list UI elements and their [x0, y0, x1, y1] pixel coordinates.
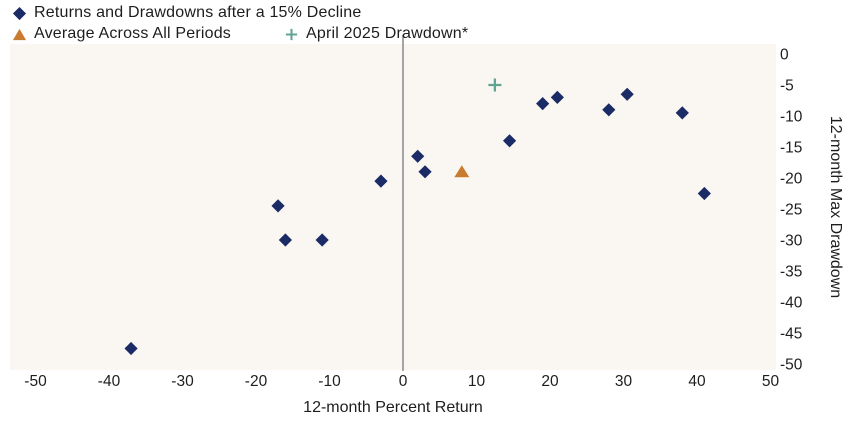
legend-item-returns: Returns and Drawdowns after a 15% Declin… — [12, 3, 361, 23]
data-point-diamond — [278, 233, 292, 247]
y-tick-label: -45 — [780, 326, 802, 343]
data-point-diamond — [536, 97, 550, 111]
legend-label-april-2025: April 2025 Drawdown* — [306, 25, 469, 42]
x-tick-label: 10 — [468, 373, 486, 390]
plus-marker-icon — [285, 28, 298, 40]
y-tick-label: -40 — [780, 295, 803, 312]
y-tick-label: -15 — [780, 140, 802, 157]
y-tick-label: -5 — [780, 78, 794, 95]
data-point-diamond — [550, 90, 564, 104]
x-tick-label: 0 — [399, 373, 408, 390]
y-tick-label: -30 — [780, 233, 803, 250]
y-tick-label: -50 — [780, 357, 803, 374]
y-tick-label: -20 — [780, 171, 803, 188]
x-tick-label: -50 — [24, 373, 47, 390]
data-point-diamond — [271, 199, 285, 213]
data-point-diamond — [697, 186, 711, 201]
x-axis-title: 12-month Percent Return — [303, 399, 483, 416]
x-tick-label: 30 — [615, 373, 633, 390]
data-point-plus — [488, 78, 502, 92]
y-axis-title: 12-month Max Drawdown — [827, 116, 844, 298]
data-point-diamond — [315, 233, 329, 247]
data-point-diamond — [675, 106, 689, 120]
data-point-diamond — [411, 149, 425, 163]
plot-background — [10, 44, 776, 370]
data-point-triangle — [454, 165, 470, 178]
legend-label-returns: Returns and Drawdowns after a 15% Declin… — [34, 4, 362, 21]
x-tick-label: -40 — [98, 373, 121, 390]
x-tick-label: -20 — [245, 373, 268, 390]
legend-label-average: Average Across All Periods — [34, 25, 232, 42]
data-point-diamond — [124, 341, 138, 356]
triangle-marker-icon — [12, 28, 27, 40]
data-point-diamond — [620, 87, 634, 101]
y-tick-label: 0 — [780, 47, 789, 64]
x-tick-label: 40 — [688, 373, 706, 390]
x-tick-label: -30 — [171, 373, 194, 390]
legend: Returns and Drawdowns after a 15% Declin… — [12, 3, 468, 44]
x-tick-label: 20 — [541, 373, 559, 390]
legend-row-2: Average Across All Periods April 2025 Dr… — [12, 24, 468, 44]
data-point-diamond — [418, 165, 432, 179]
legend-row-1: Returns and Drawdowns after a 15% Declin… — [12, 3, 468, 23]
y-tick-label: -25 — [780, 202, 802, 219]
legend-item-average: Average Across All Periods — [12, 24, 284, 44]
x-tick-label: -10 — [318, 373, 341, 390]
data-point-diamond — [374, 174, 388, 188]
data-point-diamond — [502, 134, 517, 148]
diamond-marker-icon — [12, 6, 27, 20]
y-tick-label: -35 — [780, 264, 802, 281]
data-point-diamond — [602, 103, 616, 117]
y-tick-label: -10 — [780, 109, 803, 126]
legend-item-april-2025: April 2025 Drawdown* — [284, 24, 468, 44]
x-tick-label: 50 — [762, 373, 780, 390]
